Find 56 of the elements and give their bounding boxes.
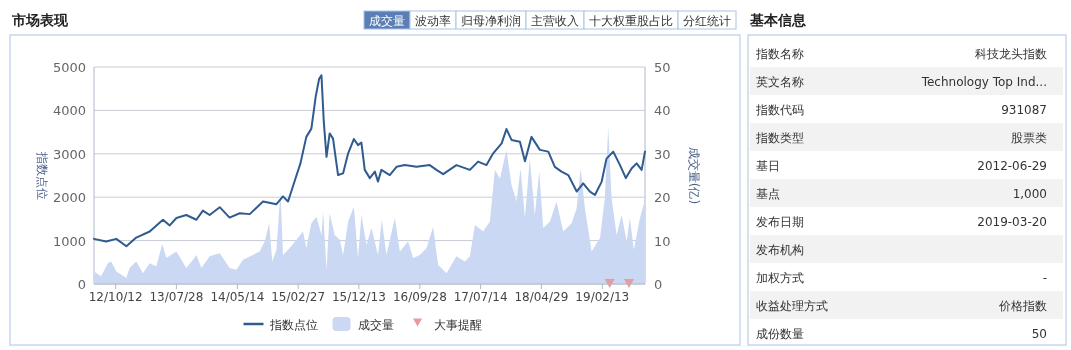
x-tick-label: 12/10/12 bbox=[88, 290, 143, 304]
x-tick-label: 14/05/14 bbox=[210, 290, 265, 304]
y2-tick-label: 40 bbox=[654, 103, 671, 119]
y-axis-title: 指数点位 bbox=[35, 150, 49, 200]
y2-tick-label: 30 bbox=[654, 146, 671, 162]
text: 波动率 bbox=[415, 14, 451, 28]
y2-axis-title: 成交量(亿) bbox=[687, 146, 701, 205]
legend-label: 大事提醒 bbox=[433, 318, 482, 332]
text: 十大权重股占比 bbox=[589, 14, 673, 28]
category-label: 基日 bbox=[756, 159, 780, 173]
text: - bbox=[1042, 271, 1047, 285]
x-tick-label: 16/09/28 bbox=[392, 290, 447, 304]
text: 价格指数 bbox=[999, 299, 1047, 313]
category-label: 成份数量 bbox=[756, 327, 804, 341]
y-tick-label: 5000 bbox=[52, 60, 86, 75]
text: 股票类 bbox=[1011, 131, 1047, 145]
legend-label: 指数点位 bbox=[268, 318, 318, 332]
category-label: 加权方式 bbox=[756, 271, 804, 285]
legend-label: 成交量 bbox=[357, 318, 394, 332]
chart-title: 市场表现 bbox=[11, 12, 69, 28]
y2-tick-label: 20 bbox=[654, 190, 671, 206]
x-tick-label: 15/12/13 bbox=[331, 290, 386, 304]
category-label: 指数名称 bbox=[755, 47, 804, 61]
x-tick-label: 18/04/29 bbox=[514, 290, 569, 304]
y-tick-label: 1000 bbox=[52, 233, 86, 249]
y2-tick-label: 0 bbox=[654, 277, 663, 292]
text: 2019-03-20 bbox=[977, 215, 1047, 229]
text: 归母净利润 bbox=[461, 14, 521, 28]
y-tick-label: 3000 bbox=[52, 146, 86, 162]
category-label: 英文名称 bbox=[756, 75, 804, 89]
text: 2012-06-29 bbox=[977, 159, 1047, 173]
category-label: 收益处理方式 bbox=[756, 299, 828, 313]
x-tick-label: 13/07/28 bbox=[149, 290, 204, 304]
category-label: 指数代码 bbox=[755, 103, 804, 117]
line-series bbox=[93, 74, 646, 248]
x-tick-label: 17/07/14 bbox=[453, 290, 508, 304]
x-tick-label: 15/02/27 bbox=[271, 290, 326, 304]
text: 主营收入 bbox=[531, 14, 579, 28]
text: 成交量 bbox=[369, 14, 405, 28]
text: 分红统计 bbox=[683, 14, 731, 28]
text: 基本信息 bbox=[749, 12, 807, 28]
y-tick-label: 2000 bbox=[52, 190, 86, 206]
x-tick-label: 19/02/13 bbox=[575, 290, 630, 304]
category-label: 发布机构 bbox=[756, 243, 804, 257]
y2-tick-label: 50 bbox=[654, 60, 671, 75]
text: 50 bbox=[1031, 327, 1047, 341]
category-label: 指数类型 bbox=[755, 131, 804, 145]
y-tick-label: 0 bbox=[77, 277, 86, 292]
category-label: 基点 bbox=[756, 187, 780, 201]
text: 931087 bbox=[1001, 103, 1047, 117]
y-tick-label: 4000 bbox=[52, 103, 86, 119]
text: 1,000 bbox=[1012, 187, 1047, 201]
text: Technology Top Ind... bbox=[921, 75, 1047, 89]
category-label: 发布日期 bbox=[756, 215, 804, 229]
y2-tick-label: 10 bbox=[654, 233, 671, 249]
text: 科技龙头指数 bbox=[975, 47, 1047, 61]
